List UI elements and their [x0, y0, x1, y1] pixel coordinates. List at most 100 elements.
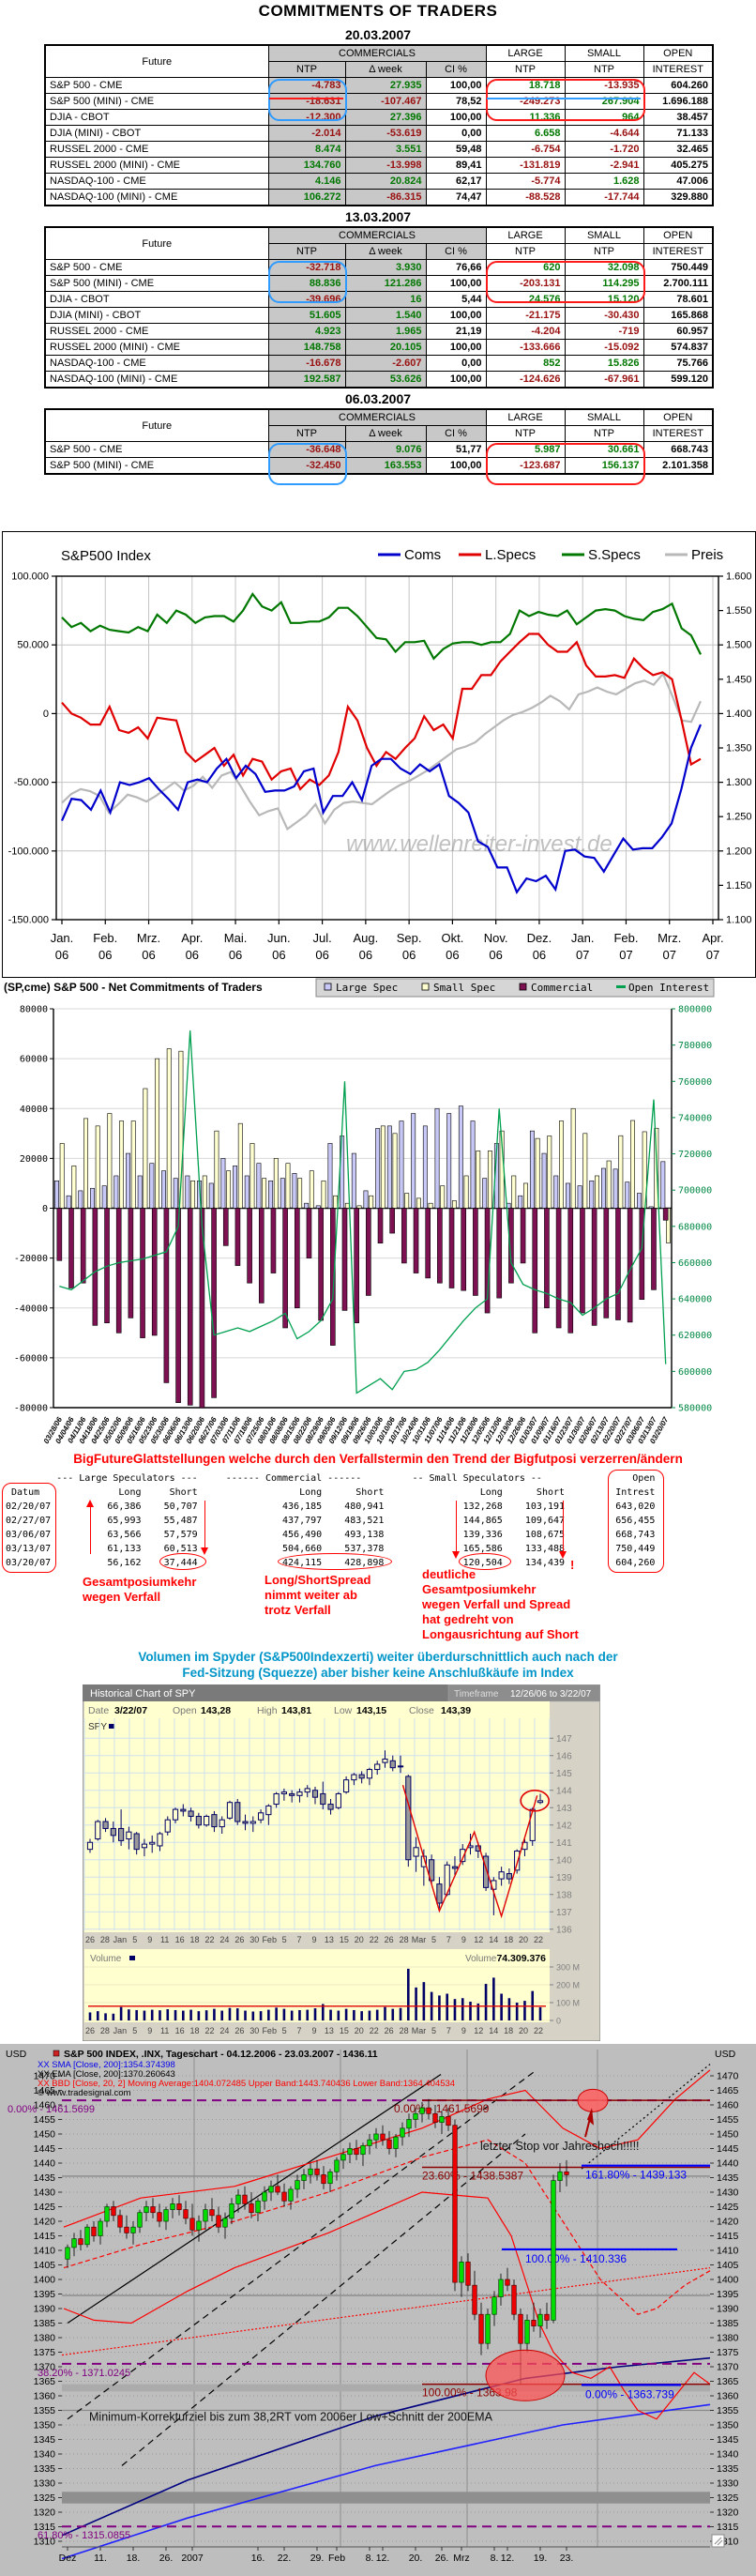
svg-text:XX BBD [Close, 20, 2] Moving A: XX BBD [Close, 20, 2] Moving Average:140…	[38, 2079, 455, 2089]
col-small-ntp: NTP	[564, 61, 644, 78]
svg-text:1320: 1320	[34, 2507, 56, 2519]
value-cell: 148.758	[267, 339, 346, 356]
value-cell: 47.006	[643, 173, 714, 190]
value-cell: 3.551	[344, 141, 427, 158]
svg-text:0.00% - 1461.5699: 0.00% - 1461.5699	[394, 2102, 490, 2115]
future-name: DJIA - CBOT	[44, 291, 269, 308]
svg-text:Coms: Coms	[404, 547, 441, 563]
svg-text:80000: 80000	[20, 1005, 48, 1015]
svg-text:Mrz.: Mrz.	[137, 931, 160, 945]
svg-text:18: 18	[190, 2026, 200, 2035]
cot-tables-section: 20.03.2007 Future COMMERCIALS LARGE SMALL OPE…	[0, 24, 756, 485]
svg-text:1.350: 1.350	[726, 743, 752, 755]
future-name: NASDAQ-100 (MINI) - CME	[44, 371, 269, 389]
svg-text:Feb: Feb	[328, 2553, 345, 2564]
svg-text:0: 0	[556, 2017, 561, 2026]
value-cell: 78.601	[643, 291, 714, 308]
value-cell: 16	[344, 291, 427, 308]
svg-text:1385: 1385	[34, 2318, 56, 2329]
svg-text:1380: 1380	[717, 2333, 739, 2344]
svg-text:145: 145	[556, 1769, 572, 1779]
svg-text:Open: Open	[173, 1705, 197, 1716]
svg-text:-150.000: -150.000	[8, 915, 49, 926]
value-cell: -1.720	[564, 141, 644, 158]
svg-text:143,39: 143,39	[441, 1705, 471, 1716]
svg-text:1315: 1315	[34, 2522, 56, 2533]
svg-text:-80000: -80000	[14, 1404, 48, 1414]
svg-text:1.200: 1.200	[726, 846, 752, 857]
svg-text:1375: 1375	[34, 2347, 56, 2358]
value-cell: 74,47	[425, 189, 487, 206]
value-cell: 20.105	[344, 339, 427, 356]
svg-text:1.450: 1.450	[726, 674, 752, 685]
svg-text:Okt.: Okt.	[441, 931, 463, 945]
svg-text:1345: 1345	[34, 2434, 56, 2446]
value-cell: -21.175	[485, 307, 566, 324]
svg-text:1315: 1315	[717, 2522, 739, 2533]
svg-text:07: 07	[662, 948, 675, 962]
svg-text:1425: 1425	[34, 2202, 56, 2213]
value-cell: -203.131	[485, 275, 566, 292]
col-ci: CI %	[425, 425, 487, 442]
value-cell: -36.648	[267, 441, 346, 458]
svg-text:24: 24	[219, 1935, 229, 1944]
value-cell: -30.430	[564, 307, 644, 324]
svg-text:Jan: Jan	[113, 1935, 128, 1944]
svg-text:300 M: 300 M	[556, 1963, 580, 1973]
value-cell: 24.576	[485, 291, 566, 308]
svg-text:1400: 1400	[717, 2275, 739, 2286]
svg-text:5: 5	[431, 1935, 436, 1944]
svg-text:Minimum-Korrekturziel bis zum: Minimum-Korrekturziel bis zum 38,2RT vom…	[89, 2410, 493, 2423]
future-name: RUSSEL 2000 - CME	[44, 141, 269, 158]
col-week: Δ week	[344, 425, 427, 442]
value-cell: 405.275	[643, 157, 714, 174]
spy-chart-svg: Historical Chart of SPY Timeframe 12/26/06…	[83, 1684, 600, 2041]
value-cell: -17.744	[564, 189, 644, 206]
svg-text:1415: 1415	[34, 2231, 56, 2242]
col-small-ntp: NTP	[564, 243, 644, 260]
exclamation-mark: !	[570, 1558, 575, 1572]
svg-text:23.: 23.	[560, 2553, 574, 2564]
svg-text:22: 22	[534, 2026, 543, 2035]
svg-text:1390: 1390	[34, 2304, 56, 2315]
value-cell: 9.076	[344, 441, 427, 458]
value-cell: -123.687	[485, 457, 566, 475]
net-commitments-bar-chart-svg: (SP,cme) S&P 500 - Net Commitments of Tr…	[4, 978, 715, 1445]
svg-text:Jun.: Jun.	[267, 931, 291, 945]
svg-text:640000: 640000	[678, 1295, 712, 1305]
value-cell: 59,48	[425, 141, 487, 158]
svg-text:9: 9	[311, 2026, 316, 2035]
svg-text:1.300: 1.300	[726, 777, 752, 788]
value-cell: 11.336	[485, 109, 566, 126]
future-name: DJIA - CBOT	[44, 109, 269, 126]
value-cell: 15.120	[564, 291, 644, 308]
value-cell: 21,19	[425, 323, 487, 340]
col-large: LARGE	[485, 226, 566, 244]
cot-row: DJIA (MINI) - CBOT -2.014 -53.619 0,00 6.658…	[44, 125, 714, 142]
svg-text:26: 26	[85, 1935, 95, 1944]
svg-text:7: 7	[297, 2026, 302, 2035]
trend-lines	[61, 2064, 711, 2466]
svg-text:60000: 60000	[20, 1055, 48, 1065]
cot-row: RUSSEL 2000 - CME 8.474 3.551 59,48 -6.754 -1…	[44, 141, 714, 158]
bars	[54, 1048, 671, 1409]
svg-text:High: High	[257, 1705, 278, 1716]
svg-text:5: 5	[132, 2026, 137, 2035]
svg-text:1385: 1385	[717, 2318, 739, 2329]
svg-text:-40000: -40000	[14, 1303, 48, 1314]
future-name: S&P 500 - CME	[44, 77, 269, 94]
col-small-ntp: NTP	[564, 425, 644, 442]
svg-text:1.250: 1.250	[726, 812, 752, 823]
value-cell: 3.930	[344, 259, 427, 276]
cot-row: S&P 500 - CME -32.718 3.930 76,66 620 32.098 7…	[44, 259, 714, 276]
value-cell: 0,00	[425, 125, 487, 142]
value-cell: -4.644	[564, 125, 644, 142]
future-name: NASDAQ-100 - CME	[44, 173, 269, 190]
svg-text:1330: 1330	[34, 2478, 56, 2490]
grid	[62, 2050, 710, 2547]
svg-text:143,81: 143,81	[281, 1705, 311, 1716]
svg-text:14: 14	[489, 1935, 498, 1944]
svg-text:06: 06	[98, 948, 112, 962]
cot-table: Future COMMERCIALS LARGE SMALL OPEN NTP Δ week…	[44, 226, 715, 389]
cot-row: S&P 500 (MINI) - CME 88.836 121.286 100,00-…	[44, 275, 714, 292]
